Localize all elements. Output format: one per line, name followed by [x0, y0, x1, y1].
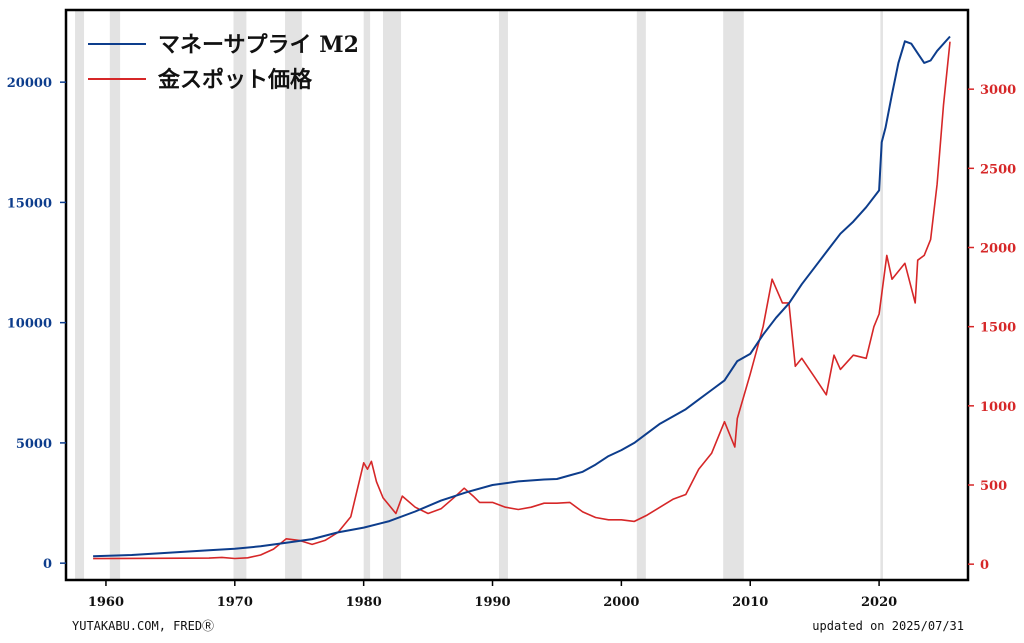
- recession-band: [75, 10, 85, 580]
- series-line-gold: [93, 41, 951, 560]
- x-tick-label: 2010: [732, 595, 768, 610]
- recession-band: [723, 10, 744, 580]
- y-right-tick-label: 2500: [980, 162, 1016, 177]
- legend-m2-label: マネーサプライ M2: [158, 32, 359, 58]
- y-right-tick-label: 1500: [980, 321, 1016, 336]
- recession-band: [285, 10, 302, 580]
- series-line-m2: [93, 35, 951, 558]
- recession-band: [498, 10, 508, 580]
- y-right-tick-label: 2000: [980, 242, 1016, 257]
- y-left-tick-label: 15000: [7, 196, 52, 211]
- y-left-tick-label: 10000: [7, 317, 52, 332]
- recession-band: [109, 10, 121, 580]
- footer-updated: updated on 2025/07/31: [812, 619, 964, 633]
- recession-band: [382, 10, 402, 580]
- y-right-tick-label: 0: [980, 558, 989, 573]
- x-tick-label: 2000: [603, 595, 639, 610]
- y-right-tick-label: 3000: [980, 83, 1016, 98]
- y-left-tick-label: 5000: [16, 437, 52, 452]
- recession-bands: [75, 10, 883, 580]
- series-lines: [93, 35, 951, 560]
- x-tick-label: 1970: [217, 595, 253, 610]
- x-tick-label: 2020: [861, 595, 897, 610]
- x-tick-label: 1990: [474, 595, 510, 610]
- x-tick-label: 1960: [88, 595, 124, 610]
- legend: マネーサプライ M2 金スポット価格: [88, 32, 359, 93]
- plot-frame: [64, 8, 970, 582]
- footer-source: YUTAKABU.COM, FREDⓇ: [72, 619, 214, 633]
- recession-band: [233, 10, 247, 580]
- legend-gold-label: 金スポット価格: [157, 67, 313, 93]
- y-left-tick-label: 20000: [7, 76, 52, 91]
- recession-band: [636, 10, 646, 580]
- recession-band: [363, 10, 371, 580]
- y-right-tick-label: 500: [980, 479, 1007, 494]
- x-tick-label: 1980: [346, 595, 382, 610]
- y-right-tick-label: 1000: [980, 400, 1016, 415]
- axis-ticks: 1960 1970 1980 1990 2000 2010 2020050001000015…: [7, 76, 1016, 610]
- y-left-tick-label: 0: [43, 557, 52, 572]
